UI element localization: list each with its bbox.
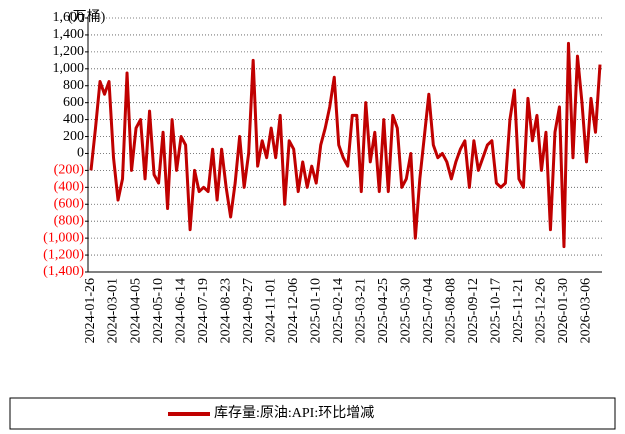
x-tick-label: 2025-03-21 bbox=[353, 278, 368, 343]
x-tick-label: 2024-05-10 bbox=[151, 278, 166, 343]
y-tick-label: (1,200) bbox=[43, 247, 84, 262]
data-line bbox=[89, 41, 602, 249]
y-tick-label: (1,400) bbox=[43, 264, 84, 279]
y-tick-label: 400 bbox=[63, 112, 84, 127]
x-tick-label: 2024-01-26 bbox=[83, 278, 98, 343]
x-tick-label: 2025-07-04 bbox=[421, 278, 436, 343]
y-tick-label: 600 bbox=[63, 95, 84, 110]
x-tick-label: 2025-08-08 bbox=[444, 278, 459, 343]
x-tick-label: 2025-04-25 bbox=[376, 278, 391, 343]
y-tick-label: (1,000) bbox=[43, 230, 84, 245]
x-tick-label: 2024-09-27 bbox=[241, 278, 256, 343]
x-tick-label: 2026-01-30 bbox=[556, 278, 571, 343]
legend-label: 库存量:原油:API:环比增减 bbox=[214, 405, 374, 421]
x-tick-label: 2025-11-21 bbox=[511, 278, 526, 343]
y-tick-label: 800 bbox=[63, 78, 84, 93]
x-tick-label: 2024-11-01 bbox=[263, 278, 278, 343]
y-unit: (万桶) bbox=[68, 9, 106, 25]
x-tick-label: 2025-02-14 bbox=[331, 278, 346, 343]
x-tick-label: 2025-10-17 bbox=[489, 278, 504, 343]
x-tick-label: 2024-04-05 bbox=[128, 278, 143, 343]
x-tick-label: 2024-12-06 bbox=[286, 278, 301, 343]
y-tick-label: 1,600 bbox=[53, 10, 85, 25]
y-tick-label: (600) bbox=[54, 196, 85, 211]
x-tick-label: 2024-08-23 bbox=[218, 278, 233, 343]
y-tick-label: 200 bbox=[63, 129, 84, 144]
x-tick-label: 2024-07-19 bbox=[196, 278, 211, 343]
y-tick-label: 1,400 bbox=[53, 27, 85, 42]
y-tick-label: (800) bbox=[54, 213, 85, 228]
x-tick-label: 2025-12-26 bbox=[534, 278, 549, 343]
x-tick-label: 2025-09-12 bbox=[466, 278, 481, 343]
y-tick-label: 1,200 bbox=[53, 44, 85, 59]
y-tick-label: 0 bbox=[77, 146, 84, 161]
x-tick-label: 2024-06-14 bbox=[173, 278, 188, 343]
x-tick-label: 2026-03-06 bbox=[579, 278, 594, 343]
y-tick-label: (200) bbox=[54, 163, 85, 178]
y-tick-label: 1,000 bbox=[53, 61, 85, 76]
y-tick-label: (400) bbox=[54, 180, 85, 195]
x-tick-label: 2025-05-30 bbox=[399, 278, 414, 343]
x-tick-label: 2024-03-01 bbox=[106, 278, 121, 343]
x-tick-label: 2025-01-10 bbox=[308, 278, 323, 343]
legend-box bbox=[9, 397, 616, 430]
